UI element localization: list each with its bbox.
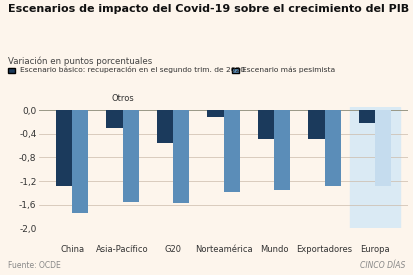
- Bar: [324, 110, 340, 186]
- Bar: [72, 110, 88, 213]
- Bar: [207, 110, 223, 117]
- Bar: [257, 110, 273, 139]
- Bar: [106, 110, 122, 128]
- Bar: [173, 110, 189, 203]
- Bar: [273, 110, 290, 190]
- Text: Otros: Otros: [111, 94, 134, 103]
- Bar: [308, 110, 324, 139]
- Bar: [157, 110, 173, 143]
- Text: Fuente: OCDE: Fuente: OCDE: [8, 261, 61, 270]
- Text: Escenarios de impacto del Covid-19 sobre el crecimiento del PIB: Escenarios de impacto del Covid-19 sobre…: [8, 4, 408, 14]
- Bar: [122, 110, 138, 202]
- Bar: [358, 110, 374, 123]
- Bar: [349, 107, 399, 228]
- Bar: [223, 110, 239, 192]
- Text: CINCO DÍAS: CINCO DÍAS: [359, 261, 405, 270]
- Text: Escenario más pesimista: Escenario más pesimista: [242, 66, 335, 73]
- Bar: [374, 110, 390, 186]
- Bar: [56, 110, 72, 186]
- Text: Variación en puntos porcentuales: Variación en puntos porcentuales: [8, 56, 152, 66]
- Text: Escenario básico: recuperación en el segundo trim. de 2020: Escenario básico: recuperación en el seg…: [20, 66, 244, 73]
